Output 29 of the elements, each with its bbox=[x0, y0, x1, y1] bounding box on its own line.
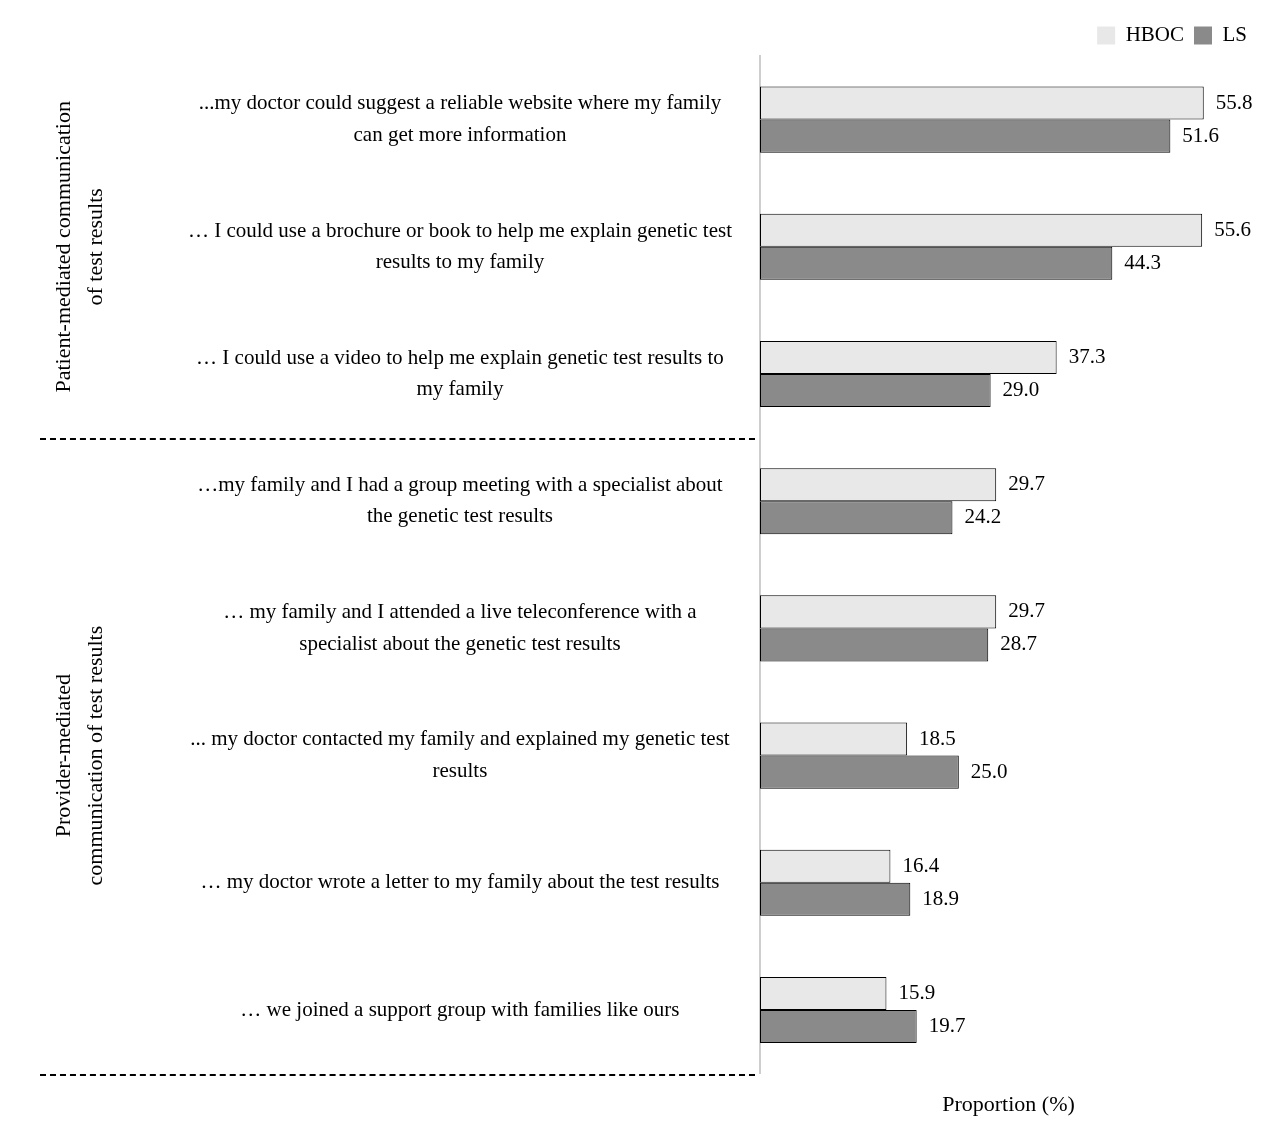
data-label: 28.7 bbox=[1000, 631, 1037, 656]
data-label: 18.5 bbox=[919, 725, 956, 750]
data-label: 44.3 bbox=[1124, 249, 1162, 274]
text: Patient-mediated communication of test results bbox=[49, 101, 107, 393]
data-label: 16.4 bbox=[902, 852, 940, 877]
data-label: 55.8 bbox=[1215, 89, 1253, 114]
data-label: 19.7 bbox=[928, 1013, 966, 1038]
legend-label: HBOC bbox=[1125, 22, 1185, 47]
data-label: 24.2 bbox=[964, 504, 1002, 529]
data-label: 18.9 bbox=[922, 885, 960, 910]
y-tick-label: …my family and I had a group meeting with a specialist about the genetic test results bbox=[197, 471, 723, 528]
y-tick-label: ... my doctor contacted my family and explained my genetic test results bbox=[190, 726, 730, 782]
text: Provider-mediated communication of test results bbox=[49, 625, 107, 886]
data-label: 37.3 bbox=[1068, 343, 1106, 368]
y-tick-label: … I could use a video to help me explain genetic test results to my family bbox=[196, 344, 724, 401]
y-tick-label: … my doctor wrote a letter to my family about the test results bbox=[200, 869, 720, 894]
y-tick-label: ...my doctor could suggest a reliable website where my family can get more information bbox=[198, 90, 722, 146]
y-tick-label: … I could use a brochure or book to help me explain genetic test results to my family bbox=[187, 217, 733, 274]
y-tick-label: … we joined a support group with families like ours bbox=[240, 996, 680, 1021]
data-label: 29.0 bbox=[1002, 377, 1040, 402]
x-axis-title: Proportion (%) bbox=[942, 1090, 1075, 1116]
data-label: 15.9 bbox=[898, 979, 936, 1004]
data-label: 29.7 bbox=[1008, 598, 1045, 623]
data-label: 55.6 bbox=[1214, 216, 1251, 241]
legend-label: LS bbox=[1222, 22, 1248, 47]
data-label: 29.7 bbox=[1008, 471, 1045, 496]
y-tick-label: … my family and I attended a live teleconference with a specialist about the genetic test results bbox=[223, 599, 698, 655]
data-label: 25.0 bbox=[970, 758, 1008, 783]
data-label: 51.6 bbox=[1182, 122, 1220, 147]
